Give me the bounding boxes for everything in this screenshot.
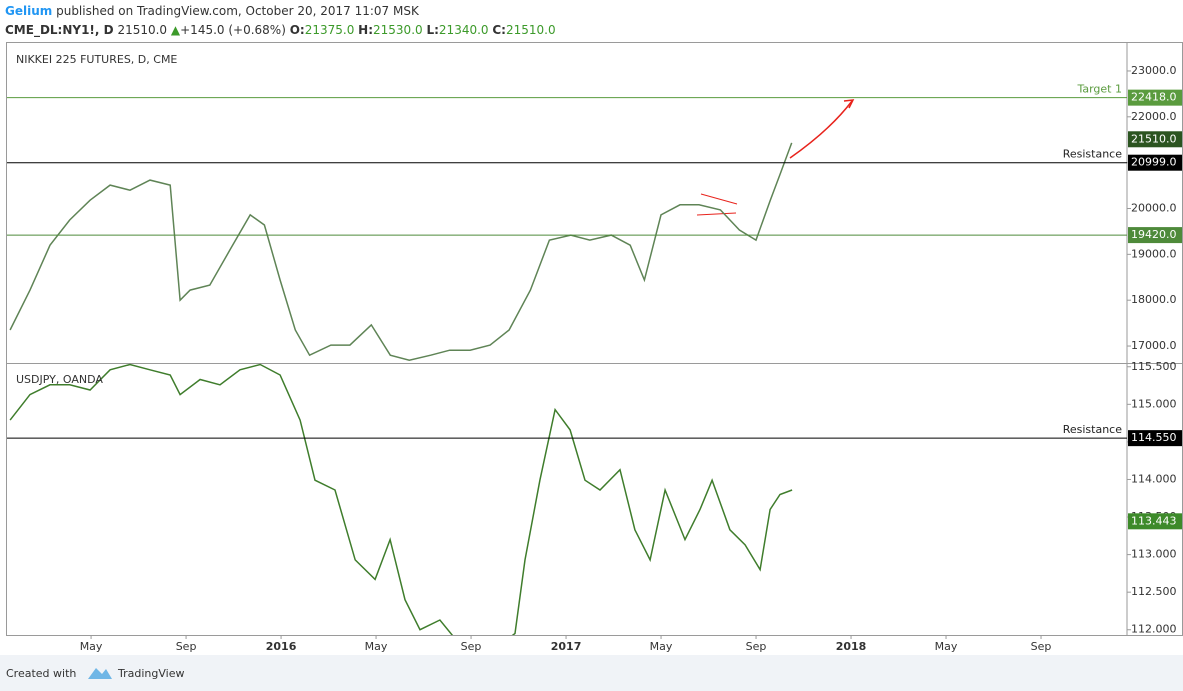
last: 21510.0: [117, 23, 167, 37]
x-tick-label: Sep: [176, 640, 197, 653]
series-group: [9, 363, 793, 635]
level-label: 21510.0: [1131, 132, 1177, 145]
y-tick-label: 115.500: [1131, 360, 1177, 373]
author[interactable]: Gelium: [5, 4, 52, 18]
price-line: [9, 363, 793, 635]
level-label: 19420.0: [1131, 228, 1177, 241]
pane-label: NIKKEI 225 FUTURES, D, CME: [16, 53, 177, 66]
y-tick-label: 17000.0: [1131, 339, 1177, 352]
open: 21375.0: [305, 23, 355, 37]
level-label: 22418.0: [1131, 91, 1177, 104]
close: 21510.0: [506, 23, 556, 37]
level-box: [1128, 131, 1182, 148]
y-tick-label: 22000.0: [1131, 110, 1177, 123]
level-label: 113.443: [1131, 514, 1177, 527]
level-text: Resistance: [1063, 423, 1123, 436]
y-tick-label: 20000.0: [1131, 202, 1177, 215]
l-label: L:: [426, 23, 438, 37]
h-label: H:: [358, 23, 373, 37]
x-tick-label: Sep: [746, 640, 767, 653]
high: 21530.0: [373, 23, 423, 37]
x-tick-label: Sep: [1031, 640, 1052, 653]
y-tick-label: 112.000: [1131, 623, 1177, 636]
x-tick-label: 2016: [266, 640, 297, 653]
level-box: [1128, 227, 1182, 244]
o-label: O:: [290, 23, 305, 37]
y-tick-label: 112.500: [1131, 585, 1177, 598]
y-tick-label: 23000.0: [1131, 64, 1177, 77]
arrow: ▲: [171, 23, 181, 37]
footer-brand[interactable]: TradingView: [117, 667, 184, 680]
level-text: Resistance: [1063, 148, 1123, 161]
y-tick-label: 114.000: [1131, 472, 1177, 485]
level-label: 114.550: [1131, 431, 1177, 444]
forecast-arrow: [789, 100, 853, 159]
header-line: Gelium published on TradingView.com, Oct…: [5, 4, 420, 18]
footer-text: Created with: [6, 667, 76, 680]
x-tick-label: May: [80, 640, 103, 653]
level-box: [1128, 89, 1182, 106]
y-tick-label: 18000.0: [1131, 293, 1177, 306]
arrow-head: [843, 99, 855, 109]
low: 21340.0: [439, 23, 489, 37]
level-text: Target 1: [1076, 83, 1122, 96]
x-tick-label: May: [935, 640, 958, 653]
x-tick-label: Sep: [461, 640, 482, 653]
x-tick-label: 2017: [551, 640, 582, 653]
y-tick-label: 19000.0: [1131, 247, 1177, 260]
x-tick-label: 2018: [836, 640, 867, 653]
change: +145.0 (+0.68%): [180, 23, 286, 37]
triangle-lower: [696, 212, 737, 216]
symbol: CME_DL:NY1!, D: [5, 23, 114, 38]
footer-bar: [0, 655, 1183, 691]
triangle-upper: [700, 193, 738, 205]
x-tick-label: May: [650, 640, 673, 653]
published: published on TradingView.com, October 20…: [56, 4, 420, 18]
y-tick-label: 115.000: [1131, 397, 1177, 410]
level-box: [1128, 154, 1182, 171]
c-label: C:: [492, 23, 506, 37]
series-group: [9, 142, 793, 361]
pane-label: USDJPY, OANDA: [16, 373, 103, 386]
level-label: 20999.0: [1131, 156, 1177, 169]
x-tick-label: May: [365, 640, 388, 653]
price-line: [9, 142, 793, 361]
ohlc-line: CME_DL:NY1!, D 21510.0 ▲+145.0 (+0.68%) …: [5, 23, 556, 38]
y-tick-label: 113.000: [1131, 548, 1177, 561]
level-box: [1128, 430, 1182, 447]
tv-logo: [88, 668, 112, 679]
level-box: [1128, 513, 1182, 530]
